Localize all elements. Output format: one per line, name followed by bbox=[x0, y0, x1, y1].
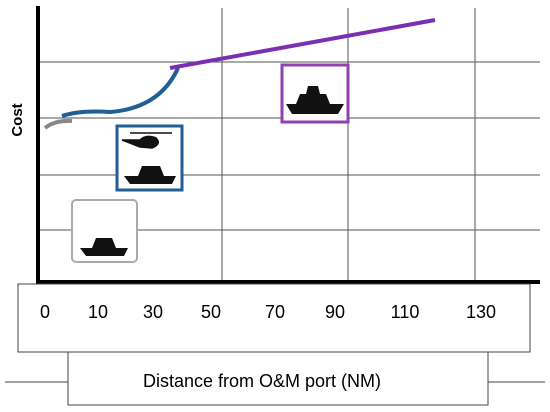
helicopter-icon bbox=[115, 124, 184, 192]
mothership-line bbox=[169, 18, 436, 70]
x-tick-label: 90 bbox=[325, 302, 345, 322]
x-tick-label: 50 bbox=[201, 302, 221, 322]
mothership-icon bbox=[280, 63, 350, 124]
helicopter-curve bbox=[43, 118, 73, 130]
label-box bbox=[67, 351, 489, 406]
x-tick-label: 0 bbox=[40, 302, 50, 322]
x-tick-label: 30 bbox=[143, 302, 163, 322]
x-tick-label: 70 bbox=[265, 302, 285, 322]
x-tick-label: 10 bbox=[88, 302, 108, 322]
x-tick-label: 130 bbox=[466, 302, 496, 322]
y-axis-label: Cost bbox=[9, 103, 26, 136]
x-axis-label: Distance from O&M port (NM) bbox=[143, 371, 381, 391]
ctv-icon bbox=[71, 199, 138, 263]
x-tick-label: 110 bbox=[391, 302, 420, 322]
ctv-curve bbox=[61, 67, 180, 118]
tick-box bbox=[17, 283, 531, 353]
